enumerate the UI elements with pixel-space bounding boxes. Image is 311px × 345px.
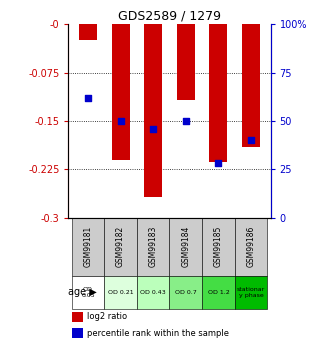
Point — [118, 118, 123, 124]
Bar — [202, 218, 235, 276]
Bar — [112, 24, 130, 160]
Text: GSM99182: GSM99182 — [116, 226, 125, 267]
Point — [183, 118, 188, 124]
Bar — [137, 218, 169, 276]
Text: GSM99183: GSM99183 — [149, 226, 158, 267]
Bar — [72, 312, 82, 322]
Title: GDS2589 / 1279: GDS2589 / 1279 — [118, 10, 221, 23]
Text: OD 1.2: OD 1.2 — [207, 290, 229, 295]
Bar — [104, 276, 137, 309]
Bar — [242, 24, 260, 147]
Bar — [72, 276, 104, 309]
Bar — [79, 24, 97, 40]
Text: log2 ratio: log2 ratio — [86, 312, 127, 322]
Point — [216, 161, 221, 166]
Bar — [177, 24, 195, 100]
Text: OD 0.43: OD 0.43 — [140, 290, 166, 295]
Point — [86, 95, 91, 100]
Text: GSM99185: GSM99185 — [214, 226, 223, 267]
Bar — [144, 24, 162, 197]
Bar — [137, 276, 169, 309]
Bar — [202, 276, 235, 309]
Point — [151, 126, 156, 131]
Text: OD 0.7: OD 0.7 — [175, 290, 197, 295]
Text: GSM99184: GSM99184 — [181, 226, 190, 267]
Bar — [72, 328, 82, 338]
Bar — [209, 24, 227, 161]
Text: percentile rank within the sample: percentile rank within the sample — [86, 329, 229, 338]
Bar — [169, 218, 202, 276]
Text: OD 0.21: OD 0.21 — [108, 290, 133, 295]
Bar — [104, 218, 137, 276]
Bar — [72, 218, 104, 276]
Bar — [235, 276, 267, 309]
Text: stationar
y phase: stationar y phase — [237, 287, 265, 298]
Bar — [235, 218, 267, 276]
Text: age ▶: age ▶ — [68, 287, 96, 297]
Text: OD
0.05: OD 0.05 — [81, 287, 95, 298]
Text: GSM99181: GSM99181 — [83, 226, 92, 267]
Text: GSM99186: GSM99186 — [247, 226, 256, 267]
Bar — [169, 276, 202, 309]
Point — [248, 138, 253, 143]
